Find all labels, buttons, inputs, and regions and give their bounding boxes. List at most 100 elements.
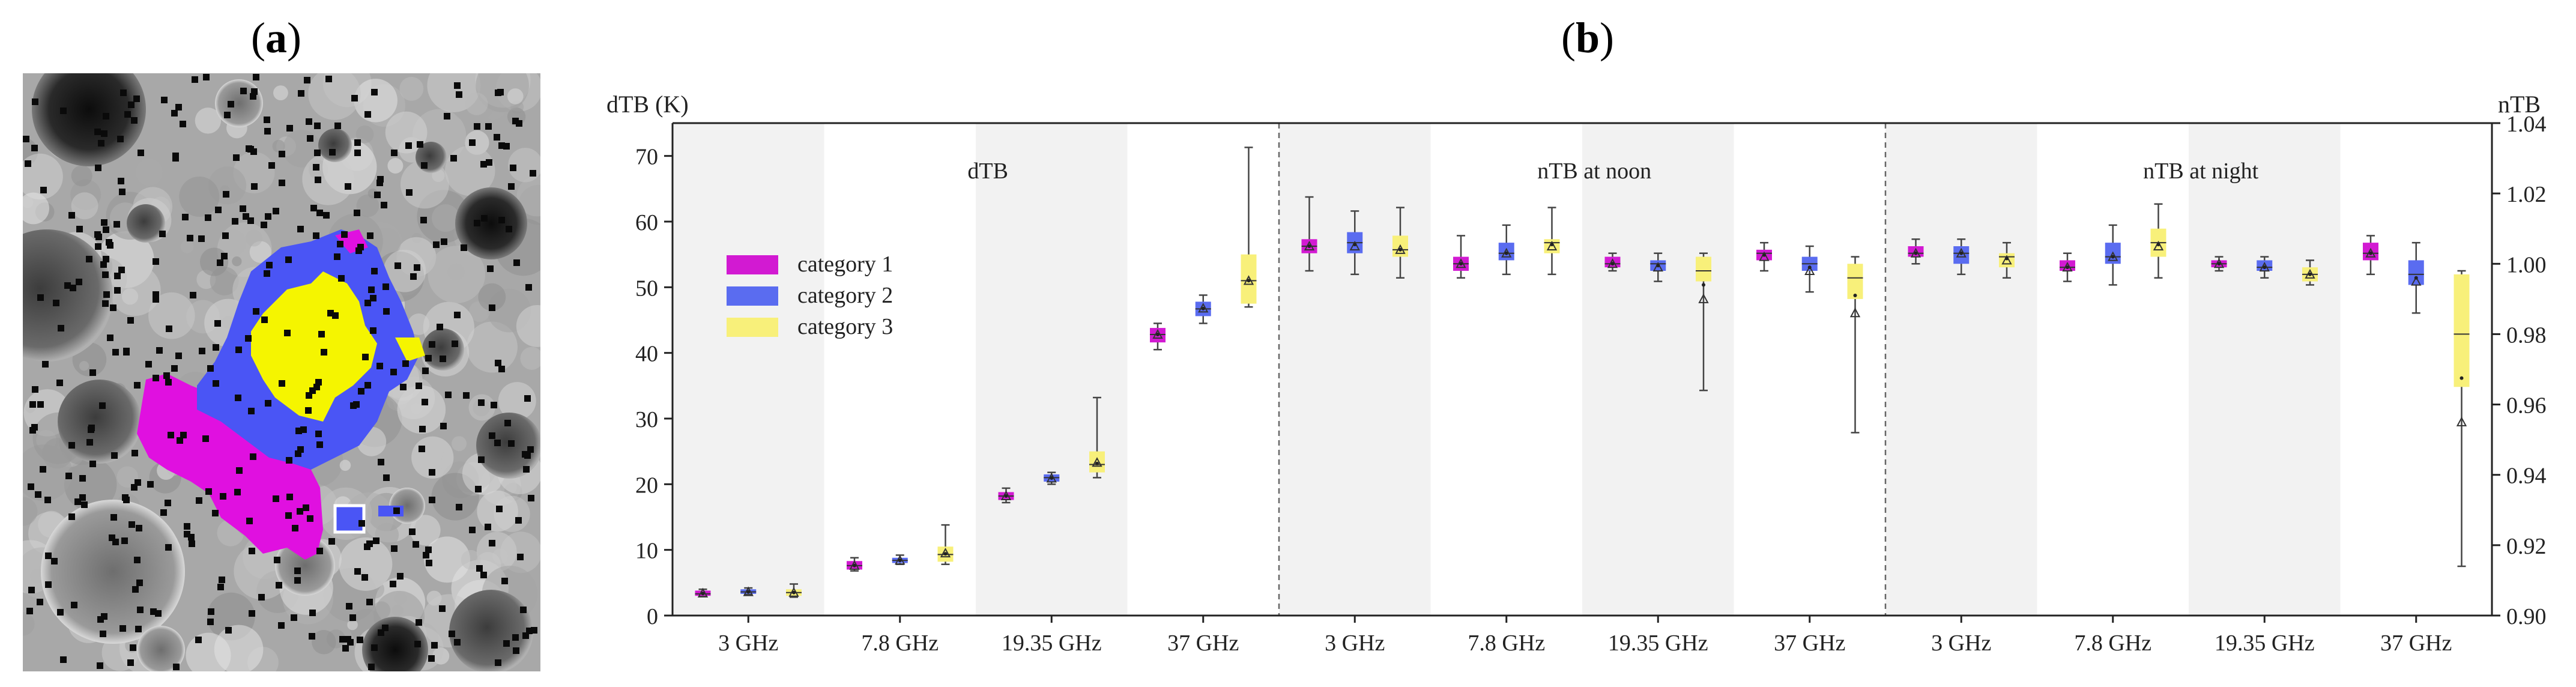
surface-patch: [461, 549, 481, 570]
data-gap-pixel: [56, 380, 63, 386]
data-gap-pixel: [351, 95, 358, 101]
median-dot: [701, 592, 705, 596]
category-1-region: [137, 374, 323, 560]
data-gap-pixel: [390, 581, 396, 587]
band-shade: [1582, 123, 1734, 616]
data-gap-pixel: [71, 602, 77, 608]
data-gap-pixel: [342, 645, 349, 652]
data-gap-pixel: [309, 633, 315, 640]
data-gap-pixel: [485, 524, 491, 530]
data-gap-pixel: [45, 581, 52, 588]
median-dot: [1914, 251, 1918, 255]
data-gap-pixel: [450, 155, 457, 162]
data-gap-pixel: [103, 291, 110, 298]
mean-marker: [1456, 258, 1466, 268]
legend-swatch: [727, 286, 778, 306]
legend-label: category 1: [797, 252, 893, 277]
median-dot: [1853, 294, 1857, 297]
data-gap-pixel: [222, 232, 229, 239]
data-gap-pixel: [478, 399, 485, 406]
mean-marker: [2259, 262, 2270, 272]
box: [2454, 274, 2470, 387]
data-gap-pixel: [247, 146, 254, 153]
data-gap-pixel: [513, 647, 519, 654]
surface-patch: [64, 458, 117, 511]
data-gap-pixel: [445, 392, 452, 398]
median-dot: [1353, 243, 1357, 247]
data-gap-pixel: [469, 139, 476, 146]
data-gap-pixel: [79, 475, 86, 482]
data-gap-pixel: [476, 565, 483, 572]
surface-patch: [195, 107, 222, 134]
surface-patch: [383, 249, 426, 292]
right-tick-label: 0.92: [2506, 534, 2547, 559]
median-dot: [2263, 265, 2267, 270]
surface-patch: [507, 88, 524, 104]
data-gap-pixel: [199, 348, 205, 354]
data-gap-pixel: [367, 232, 373, 239]
data-gap-pixel: [153, 258, 159, 265]
data-gap-pixel: [354, 568, 361, 575]
data-gap-pixel: [233, 154, 240, 161]
data-gap-pixel: [368, 664, 375, 670]
data-gap-pixel: [381, 202, 387, 208]
data-gap-pixel: [175, 104, 182, 110]
data-gap-pixel: [156, 347, 163, 354]
data-gap-pixel: [354, 150, 361, 156]
data-gap-pixel: [89, 461, 96, 467]
chart-legend: category 1 category 2 category 3: [727, 252, 893, 339]
data-gap-pixel: [171, 365, 178, 372]
data-gap-pixel: [307, 515, 313, 522]
lunar-surface-map: [23, 73, 540, 671]
frequency-bands: [673, 123, 2341, 616]
data-gap-pixel: [382, 625, 389, 631]
box-plot-chart: 0 10 20 30 40 50 60 70 0.90 0.92 0.94 0.96 0.98 1.00 1…: [606, 91, 2547, 656]
data-gap-pixel: [419, 426, 426, 432]
data-gap-pixel: [441, 238, 447, 245]
data-gap-pixel: [325, 76, 332, 82]
data-gap-pixel: [530, 170, 536, 177]
median-dot: [1656, 264, 1660, 268]
surface-patch: [339, 537, 393, 591]
median-dot: [1247, 279, 1251, 283]
data-gap-pixel: [107, 334, 113, 341]
data-gap-pixel: [522, 632, 529, 639]
median-dot: [2111, 255, 2115, 259]
data-gap-pixel: [313, 232, 319, 239]
data-gap-pixel: [195, 637, 202, 643]
data-gap-pixel: [153, 375, 159, 381]
median-dot: [2460, 376, 2464, 380]
data-gap-pixel: [364, 543, 370, 550]
data-gap-pixel: [345, 183, 351, 190]
median-dot: [898, 558, 902, 563]
data-gap-pixel: [300, 426, 307, 433]
data-gap-pixel: [95, 243, 101, 250]
band-shade: [673, 123, 824, 616]
data-gap-pixel: [98, 140, 104, 147]
data-gap-pixel: [364, 111, 371, 118]
data-gap-pixel: [232, 218, 238, 225]
data-gap-pixel: [440, 423, 447, 429]
mean-marker: [1092, 457, 1102, 467]
data-gap-pixel: [26, 608, 33, 614]
data-gap-pixel: [214, 320, 221, 327]
data-gap-pixel: [165, 379, 172, 386]
mean-marker: [1349, 240, 1360, 250]
data-gap-pixel: [171, 110, 178, 117]
x-tick-label: 7.8 GHz: [2074, 631, 2151, 656]
data-gap-pixel: [433, 241, 440, 248]
data-gap-pixel: [134, 557, 141, 563]
surface-patch: [339, 459, 351, 471]
data-gap-pixel: [364, 300, 371, 306]
surface-patch: [354, 79, 398, 123]
data-gap-pixel: [361, 574, 368, 581]
data-gap-pixel: [303, 504, 309, 511]
mean-marker: [1759, 251, 1770, 261]
data-gap-pixel: [478, 456, 485, 463]
data-gap-pixel: [207, 365, 214, 372]
data-gap-pixel: [323, 212, 330, 219]
data-gap-pixel: [37, 401, 44, 408]
data-gap-pixel: [250, 453, 256, 460]
median-dot: [1807, 265, 1812, 270]
median-dot: [792, 590, 796, 595]
